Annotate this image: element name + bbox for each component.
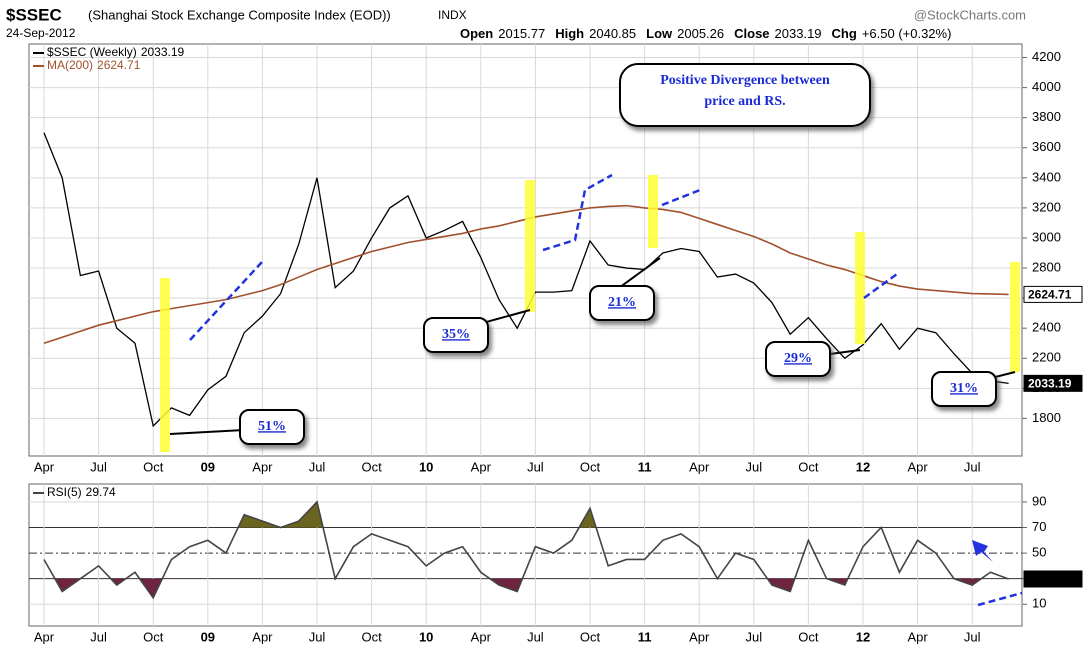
legend-name: MA(200): [47, 58, 93, 72]
x-tick-label: Apr: [34, 459, 55, 474]
x-tick-label: 10: [419, 459, 433, 474]
highlight: [525, 180, 535, 312]
y-tick-label: 2400: [1032, 320, 1061, 335]
legend-entry: $SSEC (Weekly) 2033.19: [47, 45, 185, 59]
pct-label: 35%: [442, 327, 470, 342]
x-tick-label: Jul: [745, 629, 762, 644]
highlight: [160, 278, 170, 452]
pct-label: 51%: [258, 419, 286, 434]
x-tick-label: Oct: [580, 629, 601, 644]
x-tick-label: Jul: [90, 629, 107, 644]
quote-label: Chg: [832, 26, 857, 41]
x-tick-label: Apr: [907, 459, 928, 474]
x-tick-label: Oct: [361, 459, 382, 474]
x-tick-label: Apr: [907, 629, 928, 644]
x-tick-label: Apr: [252, 629, 273, 644]
x-tick-label: Oct: [798, 459, 819, 474]
last-value: 2033.19: [1028, 377, 1072, 391]
quote-value: 2040.85: [589, 26, 636, 41]
quote-label: Low: [646, 26, 673, 41]
quote-value: 2015.77: [498, 26, 545, 41]
x-tick-label: 11: [638, 629, 652, 644]
exchange: INDX: [438, 8, 467, 22]
x-tick-label: Oct: [580, 459, 601, 474]
x-tick-label: Jul: [527, 459, 544, 474]
x-tick-label: Apr: [689, 459, 710, 474]
x-tick-label: Apr: [34, 629, 55, 644]
x-tick-label: Oct: [143, 629, 164, 644]
legend-name: $SSEC (Weekly): [47, 45, 137, 59]
pct-label: 29%: [784, 351, 812, 366]
x-tick-label: Apr: [689, 629, 710, 644]
pct-label: 31%: [950, 381, 978, 396]
last-value: 29.74: [1028, 572, 1058, 586]
quote-label: Close: [734, 26, 769, 41]
quote-value: 2005.26: [677, 26, 724, 41]
y-tick-label: 2800: [1032, 259, 1061, 274]
y-tick-label: 3000: [1032, 229, 1061, 244]
y-tick-label: 1800: [1032, 410, 1061, 425]
legend-name: RSI(5): [47, 485, 82, 499]
x-tick-label: 09: [201, 629, 215, 644]
y-tick-label: 90: [1032, 493, 1046, 508]
x-tick-label: Apr: [252, 459, 273, 474]
x-tick-label: 12: [856, 629, 870, 644]
y-tick-label: 4200: [1032, 49, 1061, 64]
quote-label: Open: [460, 26, 493, 41]
legend-value: 2624.71: [97, 58, 141, 72]
x-tick-label: Jul: [964, 459, 981, 474]
x-tick-label: Apr: [471, 459, 492, 474]
date: 24-Sep-2012: [6, 26, 76, 40]
x-tick-label: 12: [856, 459, 870, 474]
highlight: [855, 232, 865, 344]
highlight: [648, 175, 658, 248]
legend-value: 2033.19: [141, 45, 185, 59]
y-tick-label: 70: [1032, 519, 1046, 534]
y-tick-label: 3600: [1032, 139, 1061, 154]
x-tick-label: 09: [201, 459, 215, 474]
quote: Open 2015.77 High 2040.85 Low 2005.26 Close 203…: [460, 26, 951, 41]
x-tick-label: Oct: [361, 629, 382, 644]
legend-entry: RSI(5) 29.74: [47, 485, 116, 499]
y-tick-label: 2200: [1032, 350, 1061, 365]
quote-value: 2033.19: [775, 26, 822, 41]
quote-label: High: [555, 26, 584, 41]
x-tick-label: Oct: [798, 629, 819, 644]
y-tick-label: 3400: [1032, 169, 1061, 184]
x-tick-label: Apr: [471, 629, 492, 644]
callout-text: Positive Divergence between: [660, 73, 830, 88]
highlight: [1010, 262, 1020, 372]
y-tick-label: 3200: [1032, 199, 1061, 214]
x-tick-label: 10: [419, 629, 433, 644]
y-tick-label: 4000: [1032, 79, 1061, 94]
x-tick-label: Jul: [745, 459, 762, 474]
pct-label: 21%: [608, 295, 636, 310]
y-tick-label: 50: [1032, 545, 1046, 560]
x-tick-label: 11: [638, 459, 652, 474]
x-tick-label: Jul: [309, 459, 326, 474]
y-tick-label: 10: [1032, 596, 1046, 611]
last-value: 2624.71: [1028, 288, 1072, 302]
index-name: (Shanghai Stock Exchange Composite Index…: [88, 7, 391, 22]
symbol: $SSEC: [6, 5, 62, 24]
callout-text: price and RS.: [704, 94, 785, 109]
x-tick-label: Jul: [527, 629, 544, 644]
y-tick-label: 3800: [1032, 109, 1061, 124]
quote-value: +6.50 (+0.32%): [862, 26, 952, 41]
x-tick-label: Jul: [964, 629, 981, 644]
source: @StockCharts.com: [914, 7, 1026, 22]
x-tick-label: Jul: [309, 629, 326, 644]
x-tick-label: Oct: [143, 459, 164, 474]
legend-value: 29.74: [86, 485, 116, 499]
x-tick-label: Jul: [90, 459, 107, 474]
